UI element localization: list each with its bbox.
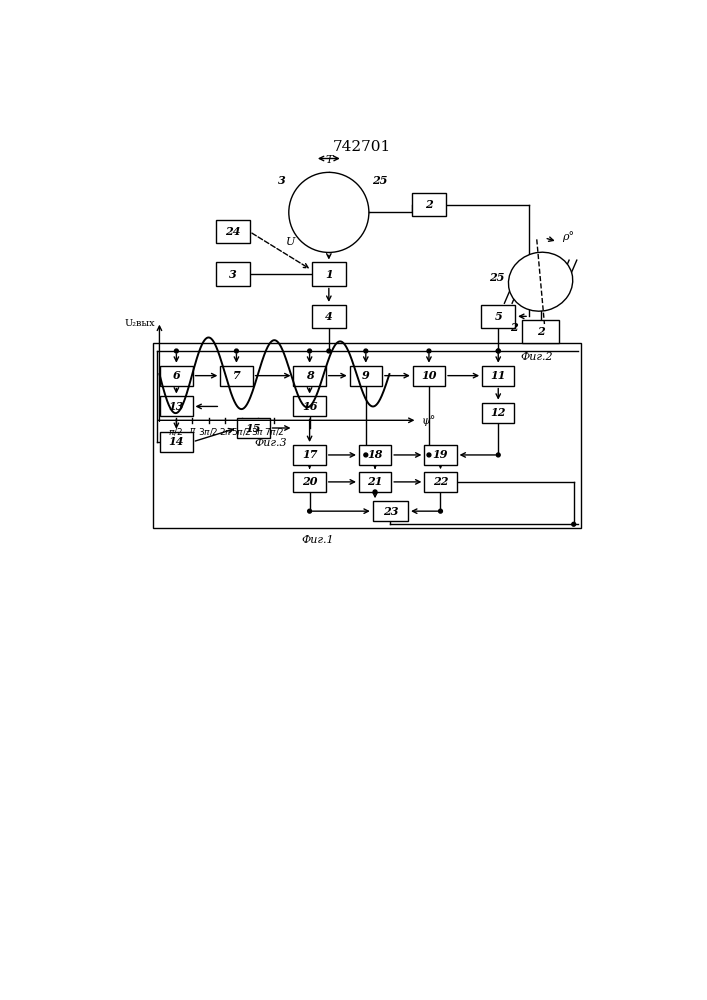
Bar [221, 366, 252, 386]
Text: 7: 7 [233, 370, 240, 381]
Text: $3\pi/2$: $3\pi/2$ [199, 426, 219, 437]
Bar [312, 262, 346, 286]
Bar [293, 472, 326, 492]
Bar [293, 396, 326, 416]
Text: 10: 10 [421, 370, 437, 381]
Bar [424, 445, 457, 465]
Circle shape [288, 172, 369, 252]
Text: 17: 17 [302, 449, 317, 460]
Bar [413, 366, 445, 386]
Text: 13: 13 [169, 401, 184, 412]
Text: 21: 21 [368, 476, 382, 487]
Circle shape [327, 349, 331, 353]
Text: $5\pi/2$: $5\pi/2$ [231, 426, 252, 437]
Text: Фиг.2: Фиг.2 [520, 352, 553, 362]
Bar [481, 305, 515, 328]
Bar [160, 366, 192, 386]
Circle shape [496, 349, 500, 353]
Bar [373, 501, 408, 521]
Text: 11: 11 [491, 370, 506, 381]
Bar [482, 403, 515, 423]
Circle shape [427, 349, 431, 353]
Ellipse shape [508, 252, 573, 311]
Text: 5: 5 [494, 311, 502, 322]
Text: Фиг.3: Фиг.3 [254, 438, 286, 448]
Text: $\pi/2$: $\pi/2$ [168, 426, 183, 437]
Text: Фиг.1: Фиг.1 [301, 535, 334, 545]
Bar [160, 396, 192, 416]
Text: ψ°: ψ° [421, 415, 436, 426]
Text: 3: 3 [229, 268, 236, 279]
Text: 6: 6 [173, 370, 180, 381]
Text: 4: 4 [325, 311, 333, 322]
Text: $3\pi$: $3\pi$ [252, 426, 264, 437]
Circle shape [496, 349, 500, 353]
Text: 2: 2 [510, 322, 518, 333]
Text: 1: 1 [325, 268, 333, 279]
Text: 19: 19 [433, 449, 448, 460]
Circle shape [308, 349, 312, 353]
Bar [359, 445, 391, 465]
Circle shape [308, 509, 312, 513]
Text: 16: 16 [302, 401, 317, 412]
Circle shape [496, 453, 500, 457]
Text: 18: 18 [368, 449, 382, 460]
Circle shape [572, 522, 575, 526]
Bar [216, 220, 250, 243]
Bar [350, 366, 382, 386]
Text: U: U [286, 237, 295, 247]
Text: 9: 9 [362, 370, 370, 381]
Text: 24: 24 [225, 226, 240, 237]
Bar [238, 418, 269, 438]
Bar [160, 432, 192, 452]
Text: 20: 20 [302, 476, 317, 487]
Circle shape [427, 453, 431, 457]
Bar [312, 305, 346, 328]
Text: 12: 12 [491, 407, 506, 418]
Text: 2: 2 [425, 199, 433, 210]
Bar [293, 445, 326, 465]
Text: 15: 15 [245, 422, 261, 434]
Bar [424, 472, 457, 492]
Bar [153, 343, 581, 528]
Text: ρ°: ρ° [562, 232, 574, 242]
Bar [293, 366, 326, 386]
Bar [482, 366, 515, 386]
Circle shape [364, 453, 368, 457]
Bar [522, 320, 559, 343]
Text: $7\pi/2$: $7\pi/2$ [264, 426, 285, 437]
Text: 25: 25 [489, 272, 504, 283]
Text: $\pi$: $\pi$ [189, 426, 196, 435]
Text: 3: 3 [278, 175, 286, 186]
Text: 23: 23 [382, 506, 398, 517]
Bar [216, 262, 250, 286]
Text: 742701: 742701 [333, 140, 391, 154]
Bar [412, 193, 446, 216]
Circle shape [438, 509, 443, 513]
Text: $2\pi$: $2\pi$ [218, 426, 232, 437]
Bar [359, 472, 391, 492]
Text: T: T [325, 155, 332, 165]
Text: 2: 2 [537, 326, 544, 337]
Circle shape [364, 349, 368, 353]
Text: 14: 14 [169, 436, 184, 447]
Text: U₂вых: U₂вых [125, 319, 156, 328]
Text: 22: 22 [433, 476, 448, 487]
Circle shape [175, 349, 178, 353]
Text: 8: 8 [305, 370, 313, 381]
Text: 25: 25 [372, 175, 387, 186]
Circle shape [235, 349, 238, 353]
Circle shape [373, 490, 377, 494]
